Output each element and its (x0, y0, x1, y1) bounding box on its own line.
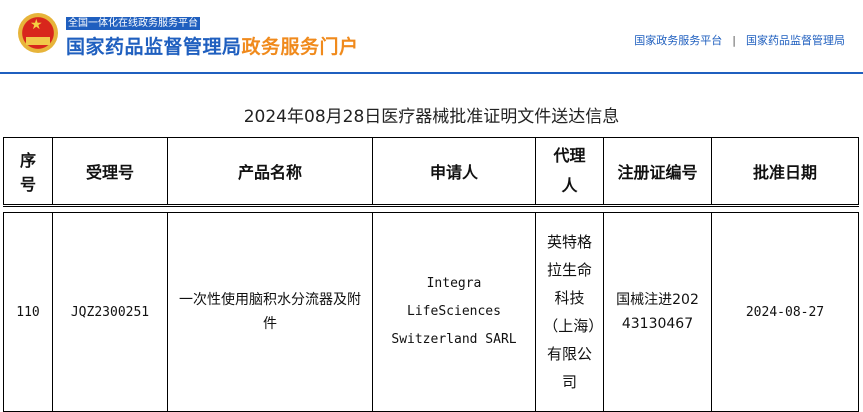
header-reg-no: 注册证编号 (603, 137, 712, 207)
header-accept-no: 受理号 (52, 137, 168, 207)
cell-agent: 英特格拉生命科技（上海）有限公司 (535, 212, 604, 412)
cell-seq: 110 (3, 212, 53, 412)
approval-table: 序号 受理号 产品名称 申请人 代理人 注册证编号 批准日期 110 JQZ23… (3, 137, 859, 412)
cell-applicant: Integra LifeSciences Switzerland SARL (372, 212, 536, 412)
header-links: 国家政务服务平台 | 国家药品监督管理局 (634, 32, 845, 48)
page-title: 2024年08月28日医疗器械批准证明文件送达信息 (243, 107, 620, 127)
table-header-row: 序号 受理号 产品名称 申请人 代理人 注册证编号 批准日期 (3, 137, 859, 207)
national-emblem-icon: ★ (18, 13, 58, 53)
cell-reg-no: 国械注进20243130467 (603, 212, 712, 412)
header-seq: 序号 (3, 137, 53, 207)
cell-product-name: 一次性使用脑积水分流器及附件 (167, 212, 373, 412)
cell-approval-date: 2024-08-27 (711, 212, 859, 412)
header-product-name: 产品名称 (167, 137, 373, 207)
site-header: ★ 全国一体化在线政务服务平台 国家药品监督管理局政务服务门户 国家政务服务平台… (0, 0, 863, 74)
link-national-gov-service[interactable]: 国家政务服务平台 (634, 34, 723, 47)
table-row: 110 JQZ2300251 一次性使用脑积水分流器及附件 Integra Li… (3, 212, 859, 412)
link-nmpa[interactable]: 国家药品监督管理局 (746, 34, 845, 47)
cell-accept-no: JQZ2300251 (52, 212, 168, 412)
header-approval-date: 批准日期 (711, 137, 859, 207)
separator: | (732, 34, 736, 47)
platform-tagline: 全国一体化在线政务服务平台 (66, 17, 200, 30)
header-applicant: 申请人 (372, 137, 536, 207)
site-logo-text[interactable]: 国家药品监督管理局政务服务门户 (66, 36, 359, 58)
header-agent: 代理人 (535, 137, 604, 207)
